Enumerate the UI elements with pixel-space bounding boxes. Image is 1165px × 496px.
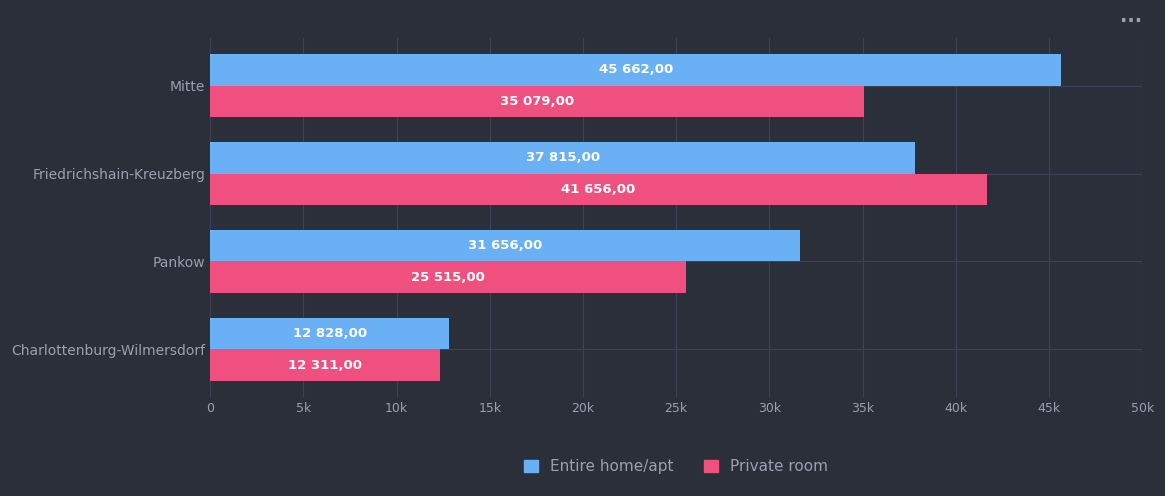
Text: 37 815,00: 37 815,00 (525, 151, 600, 164)
Bar (210, 349, 439, 381)
Bar (210, 142, 915, 174)
Text: 35 079,00: 35 079,00 (500, 95, 574, 108)
Bar (210, 318, 450, 349)
Text: 12 311,00: 12 311,00 (288, 359, 362, 372)
Text: 45 662,00: 45 662,00 (599, 63, 673, 76)
Legend: Entire home/apt, Private room: Entire home/apt, Private room (516, 452, 835, 482)
Bar (210, 174, 987, 205)
Bar (210, 86, 864, 118)
Bar (210, 261, 686, 293)
Bar (210, 230, 800, 261)
Text: 31 656,00: 31 656,00 (468, 239, 543, 252)
Bar (210, 54, 1061, 86)
Text: 25 515,00: 25 515,00 (411, 271, 485, 284)
Text: 12 828,00: 12 828,00 (292, 327, 367, 340)
Text: 41 656,00: 41 656,00 (562, 183, 636, 196)
Text: ···: ··· (1120, 11, 1142, 31)
